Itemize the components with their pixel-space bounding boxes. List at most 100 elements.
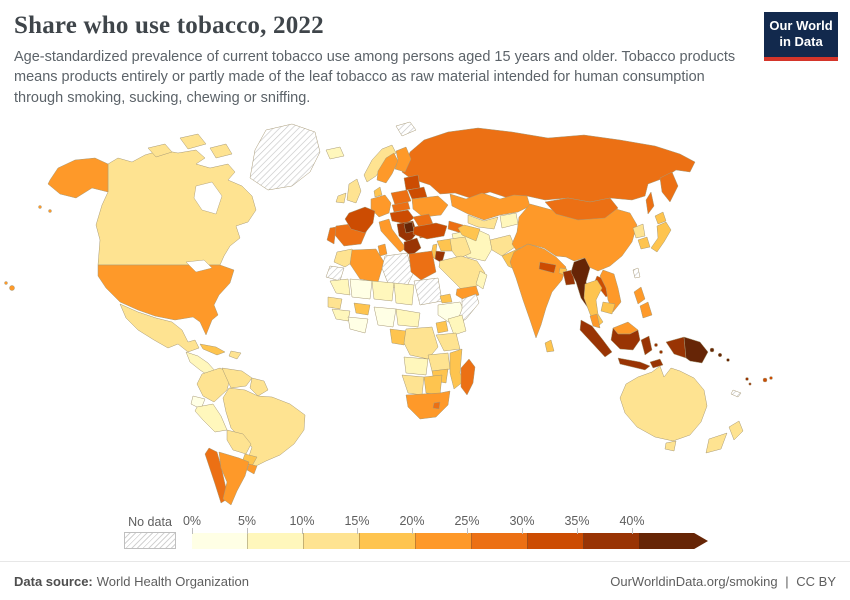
country-australia[interactable] [619, 365, 708, 442]
country-gabon-congo[interactable] [389, 328, 407, 346]
country-indonesia-moluccas[interactable] [654, 343, 658, 347]
country-nigeria[interactable] [373, 306, 397, 328]
country-venezuela[interactable] [221, 367, 253, 389]
country-united-states-hawaii[interactable] [9, 285, 15, 291]
country-indonesia-sumatra[interactable] [579, 319, 613, 358]
country-kazakhstan[interactable] [449, 192, 531, 221]
country-fiji[interactable] [769, 376, 773, 380]
country-fiji[interactable] [762, 377, 768, 383]
country-solomon-islands[interactable] [709, 347, 715, 353]
country-oman[interactable] [475, 270, 488, 290]
legend-bin-15-20%[interactable] [359, 533, 415, 549]
legend-bin-5-10%[interactable] [247, 533, 303, 549]
country-taiwan[interactable] [632, 267, 641, 279]
country-western-sahara[interactable] [325, 265, 345, 282]
country-iceland[interactable] [325, 146, 345, 160]
country-kyrgyzstan-tajikistan[interactable] [499, 212, 519, 229]
country-cameroon[interactable] [395, 308, 421, 328]
country-baltics[interactable] [403, 174, 421, 191]
legend-bin-0-5%[interactable] [192, 533, 247, 549]
country-vanuatu[interactable] [745, 377, 749, 381]
country-syria[interactable] [436, 238, 453, 252]
country-philippines-mindanao[interactable] [639, 301, 653, 319]
country-greenland[interactable] [249, 123, 321, 191]
country-eritrea[interactable] [439, 293, 453, 304]
country-russia-sakhalin[interactable] [645, 191, 655, 215]
country-belarus[interactable] [407, 186, 428, 200]
country-north-korea[interactable] [632, 223, 646, 239]
country-sweden[interactable] [376, 152, 399, 184]
country-new-caledonia[interactable] [730, 389, 742, 398]
owid-link[interactable]: OurWorldinData.org/smoking [610, 573, 778, 589]
country-argentina[interactable] [218, 451, 250, 506]
country-new-zealand-south[interactable] [705, 432, 728, 454]
country-madagascar[interactable] [460, 358, 476, 396]
country-united-kingdom[interactable] [346, 178, 362, 204]
country-czech-slovakia[interactable] [391, 201, 411, 213]
country-canada[interactable] [95, 149, 257, 266]
country-afghanistan[interactable] [489, 234, 516, 257]
country-norway[interactable] [363, 144, 397, 183]
country-united-states-alaska[interactable] [47, 157, 109, 199]
country-south-korea[interactable] [637, 236, 651, 250]
country-sri-lanka[interactable] [544, 339, 555, 353]
legend-bin-25-30%[interactable] [471, 533, 527, 549]
country-indonesia-kalimantan[interactable] [610, 327, 641, 351]
country-south-africa[interactable] [405, 390, 451, 420]
country-turkmenistan[interactable] [457, 224, 481, 242]
aleutian-island-dot[interactable] [48, 209, 52, 213]
country-uzbekistan[interactable] [467, 214, 499, 230]
country-niger[interactable] [371, 280, 395, 302]
country-colombia[interactable] [196, 367, 232, 403]
country-uruguay[interactable] [246, 463, 258, 475]
country-germany[interactable] [370, 194, 392, 218]
country-cuba[interactable] [199, 343, 226, 356]
country-kenya[interactable] [447, 314, 467, 336]
country-indonesia-moluccas[interactable] [659, 350, 663, 354]
country-solomon-islands[interactable] [726, 358, 730, 362]
country-turkey[interactable] [412, 222, 448, 240]
country-united-states[interactable] [97, 264, 235, 336]
country-zambia[interactable] [427, 352, 451, 372]
country-serbia[interactable] [403, 221, 415, 234]
country-sudan[interactable] [413, 277, 443, 306]
country-australia-tasmania[interactable] [664, 440, 677, 452]
country-guinea[interactable] [331, 308, 351, 322]
country-guyanas[interactable] [249, 377, 269, 397]
country-portugal[interactable] [326, 226, 337, 245]
country-poland[interactable] [390, 189, 412, 206]
country-malaysia-peninsula[interactable] [589, 313, 601, 329]
country-indonesia-sulawesi[interactable] [640, 335, 653, 356]
country-mali[interactable] [349, 278, 373, 300]
country-canada-arctic-3[interactable] [209, 143, 233, 159]
country-russia[interactable] [401, 127, 696, 203]
country-chad[interactable] [393, 282, 415, 306]
country-ukraine[interactable] [411, 195, 449, 218]
country-finland[interactable] [394, 146, 412, 173]
country-namibia[interactable] [401, 374, 425, 396]
country-vanuatu[interactable] [748, 382, 752, 386]
country-mongolia[interactable] [544, 197, 619, 221]
legend-bin-30-35%[interactable] [527, 533, 583, 549]
legend-bin-10-15%[interactable] [303, 533, 359, 549]
country-uganda[interactable] [435, 320, 449, 334]
aleutian-island-dot[interactable] [38, 205, 42, 209]
country-india[interactable] [509, 243, 567, 339]
country-canada-arctic-1[interactable] [147, 143, 173, 158]
country-united-states-hawaii[interactable] [4, 281, 8, 285]
country-vietnam[interactable] [599, 269, 622, 313]
country-greece[interactable] [403, 237, 422, 257]
country-ivory-coast-ghana[interactable] [347, 316, 369, 334]
country-austria-hungary[interactable] [389, 209, 415, 225]
legend-color-bar[interactable] [192, 533, 708, 549]
country-timor-leste[interactable] [649, 358, 664, 369]
country-mexico[interactable] [119, 303, 200, 353]
legend-bin-35-40%[interactable] [583, 533, 639, 549]
country-thailand[interactable] [583, 279, 604, 328]
country-peru[interactable] [194, 403, 228, 433]
country-dr-congo[interactable] [403, 326, 439, 360]
country-philippines-luzon[interactable] [633, 286, 646, 305]
country-cambodia[interactable] [600, 301, 616, 315]
country-tunisia[interactable] [377, 243, 388, 257]
world-choropleth-map[interactable] [0, 103, 850, 508]
